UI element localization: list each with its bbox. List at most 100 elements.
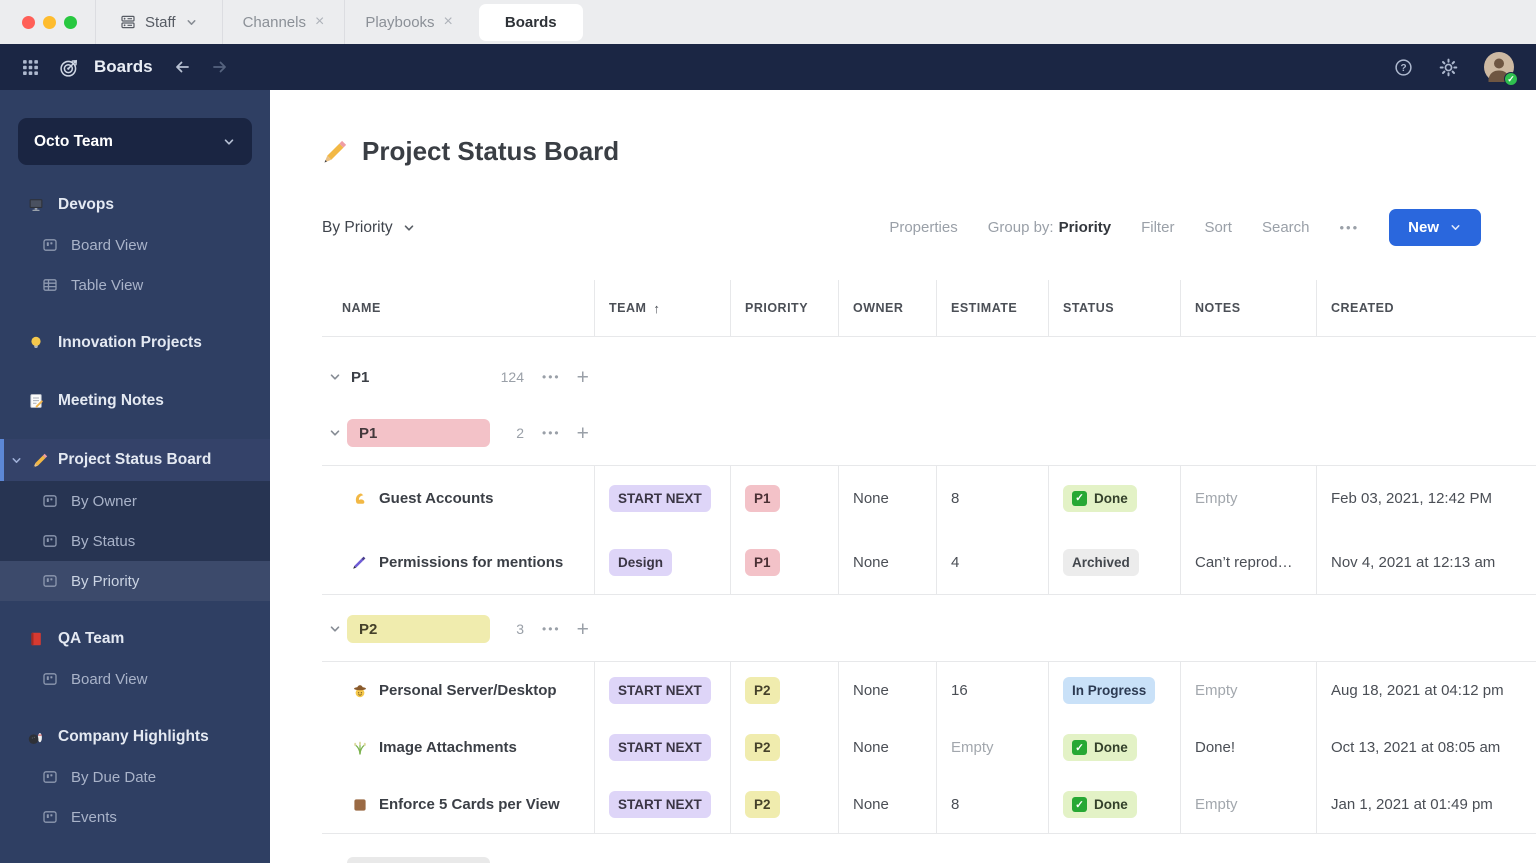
sidebar-item-by-status[interactable]: By Status	[0, 521, 270, 561]
created-cell[interactable]: Aug 18, 2021 at 04:12 pm	[1316, 662, 1536, 719]
estimate-cell[interactable]: Empty	[936, 719, 1048, 776]
close-icon[interactable]: ×	[443, 13, 453, 30]
sidebar-item-devops-board-view[interactable]: Board View	[0, 225, 270, 265]
name-cell[interactable]: Image Attachments	[322, 719, 594, 776]
sidebar-item-by-owner[interactable]: By Owner	[0, 481, 270, 521]
table-row[interactable]: Guest Accounts START NEXT P1 None 8 Done…	[322, 466, 1536, 530]
new-button[interactable]: New	[1389, 209, 1481, 246]
sidebar-item-by-priority[interactable]: By Priority	[0, 561, 270, 601]
name-cell[interactable]: Personal Server/Desktop	[322, 662, 594, 719]
created-cell[interactable]: Nov 4, 2021 at 12:13 am	[1316, 530, 1536, 594]
search-button[interactable]: Search	[1261, 219, 1310, 236]
arrow-right-icon[interactable]	[211, 58, 229, 76]
sidebar-item-company-highlights[interactable]: Company Highlights	[0, 717, 270, 757]
created-cell[interactable]: Feb 03, 2021, 12:42 PM	[1316, 466, 1536, 530]
window-controls[interactable]	[0, 15, 95, 29]
sidebar-item-qa-team[interactable]: QA Team	[0, 619, 270, 659]
column-header-name[interactable]: NAME	[342, 301, 381, 315]
sidebar-item-by-due-date[interactable]: By Due Date	[0, 757, 270, 797]
team-cell[interactable]: START NEXT	[594, 662, 730, 719]
estimate-cell[interactable]: 16	[936, 662, 1048, 719]
table-row[interactable]: Personal Server/Desktop START NEXT P2 No…	[322, 662, 1536, 719]
plus-icon[interactable]: +	[576, 365, 589, 389]
sidebar-item-devops-table-view[interactable]: Table View	[0, 265, 270, 305]
workspace-switcher-staff[interactable]: Staff	[96, 0, 222, 44]
column-header-created[interactable]: CREATED	[1316, 280, 1536, 336]
column-header-estimate[interactable]: ESTIMATE	[936, 280, 1048, 336]
tab-channels[interactable]: Channels ×	[223, 0, 345, 44]
team-cell[interactable]: START NEXT	[594, 466, 730, 530]
estimate-cell[interactable]: 8	[936, 466, 1048, 530]
sidebar-item-devops[interactable]: Devops	[0, 185, 270, 225]
team-cell[interactable]: START NEXT	[594, 776, 730, 833]
owner-cell[interactable]: None	[838, 466, 936, 530]
created-cell[interactable]: Jan 1, 2021 at 01:49 pm	[1316, 776, 1536, 833]
avatar[interactable]	[1484, 52, 1518, 86]
close-icon[interactable]: ×	[314, 13, 325, 30]
status-cell[interactable]: Done	[1048, 466, 1180, 530]
sidebar-item-innovation-projects[interactable]: Innovation Projects	[0, 323, 270, 363]
minimize-window-button[interactable]	[43, 15, 56, 29]
status-cell[interactable]: Done	[1048, 719, 1180, 776]
created-cell[interactable]: Oct 13, 2021 at 08:05 am	[1316, 719, 1536, 776]
zoom-window-button[interactable]	[64, 15, 77, 29]
filter-button[interactable]: Filter	[1141, 219, 1175, 236]
table-row[interactable]: Permissions for mentions Design P1 None …	[322, 530, 1536, 594]
owner-cell[interactable]: None	[838, 662, 936, 719]
estimate-cell[interactable]: 8	[936, 776, 1048, 833]
gear-icon[interactable]	[1439, 58, 1458, 77]
table-row[interactable]: Image Attachments START NEXT P2 None Emp…	[322, 719, 1536, 776]
team-cell[interactable]: START NEXT	[594, 719, 730, 776]
more-icon[interactable]: •••	[542, 370, 561, 384]
table-row[interactable]: Enforce 5 Cards per View START NEXT P2 N…	[322, 776, 1536, 833]
sidebar-item-qa-board-view[interactable]: Board View	[0, 659, 270, 699]
team-cell[interactable]: Design	[594, 530, 730, 594]
view-switcher[interactable]: By Priority	[322, 219, 416, 237]
arrow-left-icon[interactable]	[173, 58, 191, 76]
name-cell[interactable]: Permissions for mentions	[322, 530, 594, 594]
notes-cell[interactable]: Empty	[1180, 662, 1316, 719]
priority-cell[interactable]: P1	[730, 530, 838, 594]
more-icon[interactable]: •••	[542, 622, 561, 636]
more-icon[interactable]: •••	[1339, 220, 1360, 235]
properties-button[interactable]: Properties	[889, 219, 958, 236]
tab-playbooks[interactable]: Playbooks ×	[345, 0, 473, 44]
column-header-owner[interactable]: OWNER	[838, 280, 936, 336]
more-icon[interactable]: •••	[542, 426, 561, 440]
notes-cell[interactable]: Done!	[1180, 719, 1316, 776]
sidebar-item-project-status-board[interactable]: Project Status Board	[0, 439, 270, 481]
sidebar-item-events[interactable]: Events	[0, 797, 270, 837]
name-cell[interactable]: Guest Accounts	[322, 466, 594, 530]
app-grid-icon[interactable]	[22, 59, 39, 76]
sidebar-item-meeting-notes[interactable]: Meeting Notes	[0, 381, 270, 421]
column-header-priority[interactable]: PRIORITY	[730, 280, 838, 336]
estimate-cell[interactable]: 4	[936, 530, 1048, 594]
column-header-status[interactable]: STATUS	[1048, 280, 1180, 336]
plus-icon[interactable]: +	[576, 421, 589, 445]
next-group-badge-partial[interactable]	[347, 857, 490, 863]
owner-cell[interactable]: None	[838, 530, 936, 594]
plus-icon[interactable]: +	[576, 617, 589, 641]
team-switcher[interactable]: Octo Team	[18, 118, 252, 165]
chevron-down-icon[interactable]	[328, 426, 342, 440]
name-cell[interactable]: Enforce 5 Cards per View	[322, 776, 594, 833]
owner-cell[interactable]: None	[838, 719, 936, 776]
status-cell[interactable]: In Progress	[1048, 662, 1180, 719]
priority-cell[interactable]: P1	[730, 466, 838, 530]
column-header-team[interactable]: TEAM ↑	[594, 280, 730, 336]
chevron-down-icon[interactable]	[328, 622, 342, 636]
priority-cell[interactable]: P2	[730, 719, 838, 776]
group-by-control[interactable]: Group by: Priority	[988, 219, 1111, 236]
status-cell[interactable]: Archived	[1048, 530, 1180, 594]
tab-boards[interactable]: Boards	[478, 3, 583, 41]
owner-cell[interactable]: None	[838, 776, 936, 833]
priority-cell[interactable]: P2	[730, 662, 838, 719]
chevron-down-icon[interactable]	[10, 454, 23, 467]
notes-cell[interactable]: Empty	[1180, 466, 1316, 530]
notes-cell[interactable]: Empty	[1180, 776, 1316, 833]
column-header-notes[interactable]: NOTES	[1180, 280, 1316, 336]
priority-cell[interactable]: P2	[730, 776, 838, 833]
sort-button[interactable]: Sort	[1204, 219, 1232, 236]
chevron-down-icon[interactable]	[328, 370, 342, 384]
status-cell[interactable]: Done	[1048, 776, 1180, 833]
